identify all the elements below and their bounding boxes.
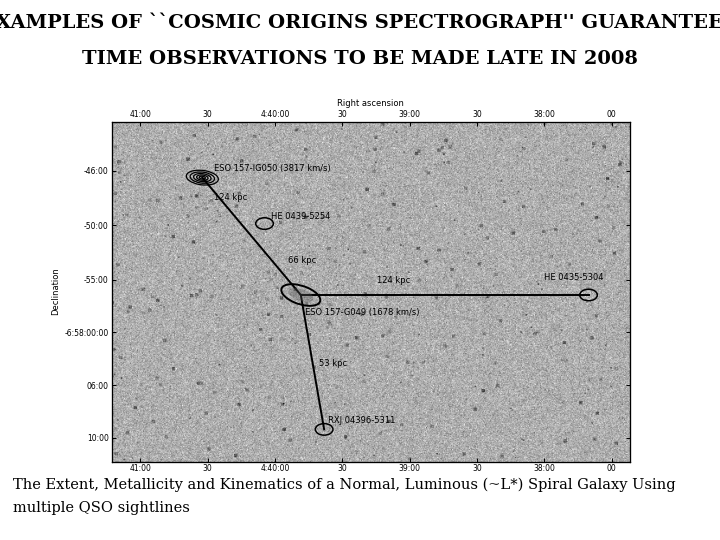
Text: TIME OBSERVATIONS TO BE MADE LATE IN 2008: TIME OBSERVATIONS TO BE MADE LATE IN 200… (82, 50, 638, 68)
Text: 124 kpc: 124 kpc (214, 193, 247, 202)
Text: multiple QSO sightlines: multiple QSO sightlines (13, 501, 190, 515)
Text: The Extent, Metallicity and Kinematics of a Normal, Luminous (~L*) Spiral Galaxy: The Extent, Metallicity and Kinematics o… (13, 478, 675, 492)
Text: 66 kpc: 66 kpc (288, 255, 316, 265)
X-axis label: Right ascension: Right ascension (338, 99, 404, 107)
Text: ESO 157-G049 (1678 km/s): ESO 157-G049 (1678 km/s) (305, 308, 420, 318)
Text: ESO 157-IG050 (3817 km/s): ESO 157-IG050 (3817 km/s) (214, 164, 330, 173)
Y-axis label: Declination: Declination (51, 268, 60, 315)
Text: EXAMPLES OF ``COSMIC ORIGINS SPECTROGRAPH'' GUARANTEED: EXAMPLES OF ``COSMIC ORIGINS SPECTROGRAP… (0, 14, 720, 31)
Ellipse shape (288, 288, 313, 302)
Text: 53 kpc: 53 kpc (319, 359, 347, 368)
Text: RXJ 04396-5311: RXJ 04396-5311 (328, 416, 396, 424)
Text: HE 0439-5254: HE 0439-5254 (271, 212, 330, 221)
Text: 124 kpc: 124 kpc (377, 276, 410, 285)
Text: HE 0435-5304: HE 0435-5304 (544, 273, 604, 282)
